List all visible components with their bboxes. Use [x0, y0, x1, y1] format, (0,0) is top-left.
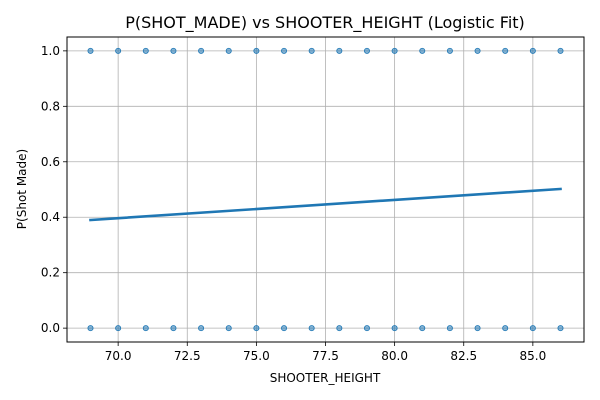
data-point — [419, 325, 426, 332]
data-point — [87, 47, 94, 54]
y-tick-label: 1.0 — [41, 44, 60, 58]
data-point — [253, 47, 260, 54]
x-tick-label: 70.0 — [105, 349, 132, 363]
data-point — [419, 47, 426, 54]
data-point — [502, 325, 509, 332]
y-tick-label: 0.2 — [41, 266, 60, 280]
data-point — [253, 325, 260, 332]
data-point — [170, 325, 177, 332]
y-axis-ticks: 0.0 0.2 0.4 0.6 0.8 1.0 — [41, 44, 67, 335]
data-point — [198, 47, 205, 54]
data-point — [502, 47, 509, 54]
data-point — [336, 47, 343, 54]
data-point — [308, 47, 315, 54]
data-point — [281, 47, 288, 54]
data-point — [308, 325, 315, 332]
data-point — [170, 47, 177, 54]
y-tick-label: 0.4 — [41, 210, 60, 224]
data-point — [363, 47, 370, 54]
x-tick-label: 75.0 — [243, 349, 270, 363]
x-axis-label: SHOOTER_HEIGHT — [270, 371, 381, 385]
data-point — [142, 325, 149, 332]
data-point — [557, 47, 564, 54]
y-tick-label: 0.6 — [41, 155, 60, 169]
x-axis-ticks: 70.0 72.5 75.0 77.5 80.0 82.5 85.0 — [105, 342, 546, 363]
data-point — [446, 325, 453, 332]
data-point — [529, 325, 536, 332]
logistic-fit-line — [89, 187, 562, 222]
data-point — [198, 325, 205, 332]
grid — [67, 37, 584, 342]
x-tick-label: 82.5 — [450, 349, 477, 363]
data-point — [474, 325, 481, 332]
y-tick-label: 0.8 — [41, 99, 60, 113]
data-point — [446, 47, 453, 54]
x-tick-label: 77.5 — [312, 349, 339, 363]
data-point — [281, 325, 288, 332]
x-tick-label: 80.0 — [381, 349, 408, 363]
data-point — [529, 47, 536, 54]
data-point — [557, 325, 564, 332]
data-point — [336, 325, 343, 332]
y-axis-label: P(Shot Made) — [15, 149, 29, 229]
data-point — [225, 325, 232, 332]
x-tick-label: 72.5 — [174, 349, 201, 363]
data-point — [391, 325, 398, 332]
data-point — [142, 47, 149, 54]
data-point — [115, 325, 122, 332]
data-point — [474, 47, 481, 54]
data-point — [391, 47, 398, 54]
data-point — [363, 325, 370, 332]
data-point — [87, 325, 94, 332]
data-point — [115, 47, 122, 54]
chart-title: P(SHOT_MADE) vs SHOOTER_HEIGHT (Logistic… — [125, 13, 525, 33]
data-point — [225, 47, 232, 54]
plot-data — [87, 47, 564, 332]
x-tick-label: 85.0 — [519, 349, 546, 363]
y-tick-label: 0.0 — [41, 321, 60, 335]
